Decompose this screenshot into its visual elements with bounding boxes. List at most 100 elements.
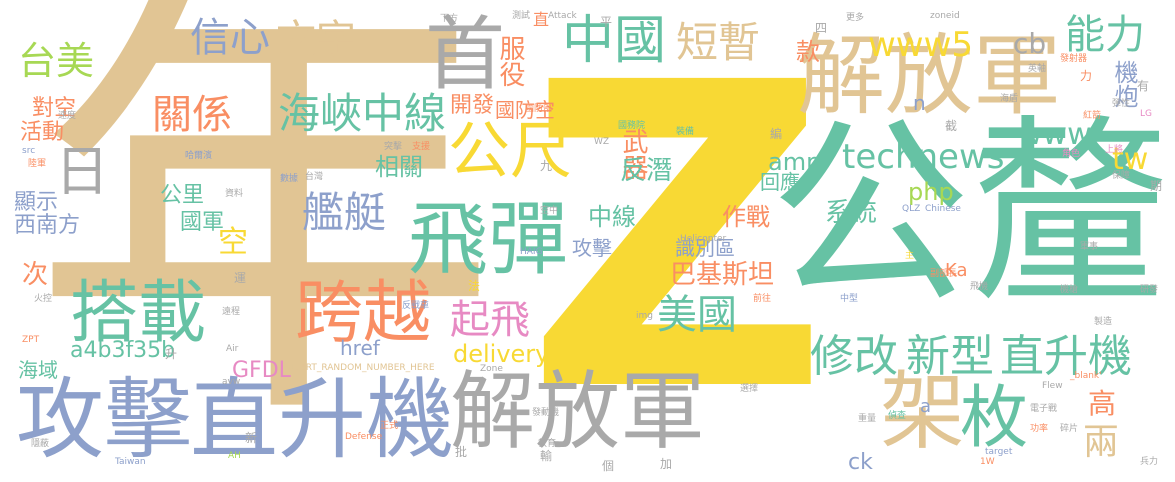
word-zhishengji-small: 直升機 bbox=[1000, 331, 1132, 382]
word-jie: 截 bbox=[945, 119, 958, 133]
word-zhuangbei: 裝備 bbox=[676, 127, 695, 137]
word-suipian: 碎片 bbox=[1060, 424, 1079, 434]
word-zhongxian: 中線 bbox=[588, 203, 636, 231]
word-tuji: 突擊 bbox=[384, 142, 403, 152]
word-hongjian: 紅箭 bbox=[1083, 111, 1102, 121]
word-ziliao: 資料 bbox=[225, 189, 244, 199]
word-guanxi: 關係 bbox=[152, 92, 232, 138]
word-fanzhanche: 反戰車 bbox=[402, 301, 430, 311]
word-gao: 高 bbox=[1088, 387, 1117, 420]
word-yingzhou: 英軸 bbox=[1028, 64, 1047, 74]
word-shangjiang: 上將 bbox=[1105, 145, 1124, 155]
word-a4b: a4b3f35b bbox=[70, 338, 176, 363]
word-jianting: 艦艇 bbox=[302, 188, 387, 237]
word-fanqian: 反潛 bbox=[620, 156, 673, 186]
word-zhiyuan: 支援 bbox=[412, 142, 431, 152]
word-dazai: 搭載 bbox=[70, 274, 207, 353]
word-guojun: 國軍 bbox=[180, 210, 225, 235]
word-php: php bbox=[908, 178, 954, 206]
word-chinese: Chinese bbox=[925, 204, 961, 214]
word-jia: 架 bbox=[880, 363, 966, 462]
word-sudu: 速度 bbox=[58, 111, 77, 121]
word-ge: 個 bbox=[602, 459, 615, 473]
word-guofangkong: 國防空 bbox=[495, 98, 555, 122]
word-zhi: 直 bbox=[533, 10, 550, 29]
word-xiangguan: 相關 bbox=[375, 153, 423, 181]
word-haerbin: 哈爾濱 bbox=[185, 151, 213, 161]
word-qianwang: 前往 bbox=[753, 294, 772, 304]
word-zoneid: zoneid bbox=[930, 11, 960, 21]
word-bian: 編 bbox=[770, 127, 783, 141]
word-www5: www5 bbox=[868, 25, 974, 65]
word-attack: Attack bbox=[548, 11, 577, 21]
word-cb: cb bbox=[1013, 27, 1047, 60]
word-kaifa: 開發 bbox=[450, 93, 495, 118]
word-src: src bbox=[22, 146, 36, 156]
word-xinxin: 信心 bbox=[190, 15, 270, 61]
word-zhongguo: 中國 bbox=[562, 11, 667, 71]
word-delivery: delivery bbox=[453, 340, 550, 368]
word-taiwan: Taiwan bbox=[115, 457, 146, 467]
word-gongli2: 公里 bbox=[160, 183, 205, 208]
word-kuayue: 跨越 bbox=[295, 274, 432, 353]
word-ceshi: 測試 bbox=[512, 11, 531, 21]
word-img: img bbox=[636, 311, 653, 321]
word-gfdl: GFDL bbox=[232, 358, 291, 383]
word-haixia: 海峽中線 bbox=[278, 89, 447, 138]
word-kong: 空 bbox=[218, 225, 248, 260]
word-tw: tw bbox=[1112, 142, 1149, 177]
word-bingli: 兵力 bbox=[1140, 457, 1159, 467]
word-href: href bbox=[340, 336, 380, 360]
word-zone: Zone bbox=[480, 364, 503, 374]
word-you: 有 bbox=[1137, 79, 1150, 93]
word-yun: 運 bbox=[234, 271, 247, 285]
word-shu: 輸 bbox=[540, 449, 553, 463]
word-kongzhong: 空中 bbox=[540, 206, 559, 216]
word-ck: ck bbox=[848, 450, 873, 475]
word-xuanze: 選擇 bbox=[740, 384, 759, 394]
word-air: Air bbox=[226, 344, 239, 354]
word-ka: Ka bbox=[945, 260, 968, 281]
word-kuan: 款 bbox=[796, 38, 820, 66]
word-zhongliang: 重量 bbox=[858, 414, 877, 424]
word-taiwan-cn: 台灣 bbox=[305, 172, 324, 182]
word-ping: 平 bbox=[600, 15, 613, 29]
word-www: www bbox=[1018, 117, 1092, 152]
word-duanzan: 短暫 bbox=[676, 18, 761, 67]
word-a: a bbox=[920, 396, 932, 417]
word-1w: 1W bbox=[980, 457, 995, 467]
word-guowuyuan: 國務院 bbox=[618, 121, 646, 131]
word-z: Z bbox=[525, 0, 830, 482]
word-qifei: 起飛 bbox=[450, 297, 530, 343]
word-helicopter: Helicopter bbox=[680, 234, 727, 244]
word-huokong: 火控 bbox=[34, 294, 53, 304]
word-xinanfang: 西南方 bbox=[14, 213, 81, 238]
word-jiefangjun-bottom: 解放軍 bbox=[450, 363, 706, 462]
word-qlz: QLZ bbox=[902, 204, 921, 214]
word-ri: 日 bbox=[55, 140, 109, 203]
word-zhencha: 偵查 bbox=[888, 411, 907, 421]
word-dianzizhan: 電子戰 bbox=[1030, 404, 1058, 414]
word-yinbi: 隱蔽 bbox=[31, 439, 50, 449]
word-jiaoyu: 教育 bbox=[538, 439, 557, 449]
word-fuyi: 服役 bbox=[495, 35, 525, 87]
word-xinxing: 新型 bbox=[906, 331, 994, 382]
word-yanfa: 研發 bbox=[1140, 285, 1159, 295]
word-zhizao: 製造 bbox=[1094, 317, 1113, 327]
word-nengli: 能力 bbox=[1065, 12, 1145, 58]
word-fa: 法 bbox=[468, 279, 481, 293]
word-taimei: 台美 bbox=[18, 39, 95, 83]
word-zhu: 主 bbox=[905, 251, 915, 261]
word-zhengshi: 正式 bbox=[380, 421, 399, 431]
word-qi: 期 bbox=[1150, 179, 1163, 193]
word-ah: AH bbox=[228, 451, 241, 461]
word-yuancheng: 遠程 bbox=[222, 307, 241, 317]
word-mei: 枚 bbox=[960, 379, 1029, 458]
word-haig: HAIG bbox=[520, 247, 543, 257]
word-zhongxing: 中型 bbox=[840, 294, 859, 304]
word-feidan: 飛彈 bbox=[408, 193, 568, 286]
word-wenzi: 文字 bbox=[276, 17, 356, 63]
word-technews: technews bbox=[842, 137, 1005, 177]
word-baozhang: 保障 bbox=[1112, 171, 1131, 181]
